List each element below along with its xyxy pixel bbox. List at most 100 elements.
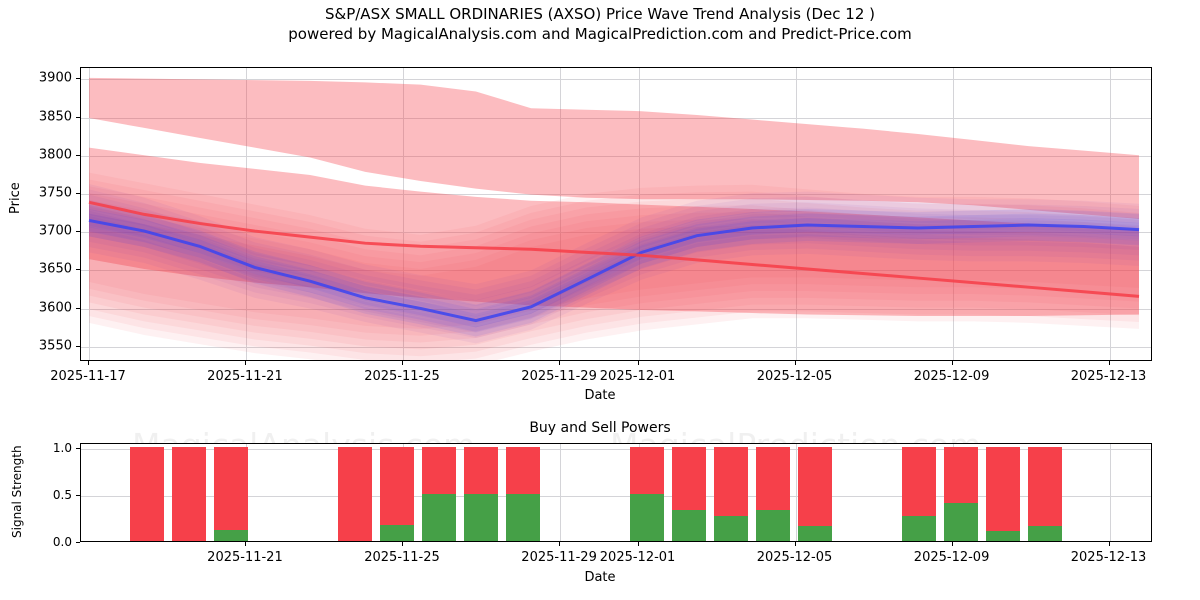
price-gridline-v	[89, 68, 90, 360]
signal-bar-sell-segment	[338, 446, 372, 541]
signal-bar-buy-segment	[630, 493, 664, 541]
price-x-tick-label: 2025-11-17	[50, 369, 126, 384]
signal-bar[interactable]	[672, 446, 706, 541]
price-y-tickmark	[76, 154, 80, 156]
price-y-tick-label: 3800	[38, 147, 72, 163]
signal-y-tickmark	[76, 494, 80, 496]
price-x-tick-label: 2025-12-13	[1070, 369, 1147, 384]
price-gridline-v	[952, 68, 954, 360]
price-band-envelope	[88, 213, 1140, 360]
signal-bar-sell-segment	[798, 446, 832, 526]
price-y-tick-label: 3850	[38, 109, 72, 125]
signal-bar[interactable]	[630, 446, 664, 541]
signal-x-axis-label: Date	[584, 570, 616, 585]
signal-bar-sell-segment	[1028, 446, 1062, 526]
price-gridline-v	[245, 68, 247, 360]
signal-bar-buy-segment	[756, 509, 790, 541]
price-band-purple	[88, 210, 1140, 328]
signal-x-tick-label: 2025-11-25	[364, 550, 440, 565]
price-chart-plot-area	[80, 67, 1152, 361]
signal-bar[interactable]	[756, 446, 790, 541]
signal-x-tickmark	[637, 542, 639, 546]
signal-bar-sell-segment	[756, 446, 790, 510]
signal-bar[interactable]	[338, 446, 372, 541]
price-y-tickmark	[76, 78, 80, 80]
price-band-blue	[88, 218, 1140, 332]
price-y-tickmark	[76, 116, 80, 118]
signal-x-tick-label: 2025-11-29	[521, 550, 597, 565]
price-y-tick-label: 3600	[38, 300, 72, 316]
price-x-tick-label: 2025-12-05	[756, 369, 833, 384]
price-band-envelope	[88, 206, 1140, 360]
signal-y-tick-label: 0.0	[52, 535, 72, 549]
signal-bar-buy-segment	[714, 515, 748, 541]
signal-bar-buy-segment	[464, 493, 498, 541]
signal-gridline-h	[81, 448, 1151, 450]
signal-bar-sell-segment	[464, 446, 498, 494]
price-band-purple	[88, 184, 1140, 301]
signal-x-tick-label: 2025-12-05	[756, 550, 833, 565]
price-x-tickmark	[88, 361, 89, 365]
signal-gridline-v	[1109, 444, 1111, 541]
signal-bar[interactable]	[464, 446, 498, 541]
signal-bar[interactable]	[172, 446, 206, 541]
signal-bar-sell-segment	[714, 446, 748, 516]
price-wave-bands	[88, 77, 1140, 360]
price-y-tickmark	[76, 307, 80, 309]
signal-bar-buy-segment	[986, 530, 1020, 541]
signal-bar[interactable]	[214, 446, 248, 541]
price-band-envelope	[88, 199, 1140, 357]
signal-x-tickmark	[559, 542, 561, 546]
signal-bar[interactable]	[506, 446, 540, 541]
price-x-tick-label: 2025-12-09	[913, 369, 990, 384]
signal-x-tick-label: 2025-12-01	[599, 550, 676, 565]
price-band-outer	[88, 77, 1140, 219]
page-subtitle: powered by MagicalAnalysis.com and Magic…	[288, 25, 912, 43]
signal-bar[interactable]	[380, 446, 414, 541]
signal-bar-buy-segment	[944, 503, 978, 541]
price-x-tick-label: 2025-11-21	[207, 369, 283, 384]
signal-bar[interactable]	[944, 446, 978, 541]
signal-y-axis-label: Signal Strength	[10, 445, 24, 538]
price-band-purple	[88, 221, 1140, 339]
signal-bar-buy-segment	[798, 525, 832, 541]
signal-x-tickmark	[402, 542, 404, 546]
signal-bar-buy-segment	[902, 515, 936, 541]
price-y-tick-label: 3750	[38, 185, 72, 201]
signal-bar-buy-segment	[1028, 525, 1062, 541]
price-band-purple	[88, 189, 1140, 307]
signal-chart-title: Buy and Sell Powers	[529, 420, 671, 436]
signal-bar[interactable]	[130, 446, 164, 541]
signal-bar[interactable]	[902, 446, 936, 541]
price-x-tickmark	[637, 361, 639, 365]
price-band-purple	[88, 199, 1140, 317]
signal-x-tick-label: 2025-12-13	[1070, 550, 1147, 565]
signal-gridline-h	[81, 495, 1151, 497]
signal-bar[interactable]	[1028, 446, 1062, 541]
price-gridline-v	[560, 68, 562, 360]
price-gridline-v	[1109, 68, 1111, 360]
signal-bar[interactable]	[798, 446, 832, 541]
price-band-envelope	[88, 172, 1140, 329]
signal-bar-buy-segment	[214, 529, 248, 541]
price-y-tick-label: 3650	[38, 261, 72, 277]
signal-gridline-v	[795, 444, 797, 541]
signal-bar-sell-segment	[130, 446, 164, 541]
signal-bar[interactable]	[986, 446, 1020, 541]
price-gridline-v	[403, 68, 405, 360]
price-gridline-h	[81, 270, 1151, 272]
signal-bar[interactable]	[714, 446, 748, 541]
price-y-tickmark	[76, 193, 80, 194]
price-gridline-h	[81, 79, 1151, 81]
page-title: S&P/ASX SMALL ORDINARIES (AXSO) Price Wa…	[324, 5, 876, 23]
signal-y-tickmark	[76, 542, 80, 543]
signal-bar-sell-segment	[630, 446, 664, 494]
signal-x-tickmark	[244, 542, 246, 546]
signal-bar[interactable]	[422, 446, 456, 541]
price-band-purple	[88, 226, 1140, 344]
signal-bar-sell-segment	[214, 446, 248, 530]
price-y-tick-label: 3900	[38, 70, 72, 86]
signal-y-tick-label: 0.5	[52, 487, 72, 502]
signal-chart-plot-area	[80, 443, 1152, 542]
